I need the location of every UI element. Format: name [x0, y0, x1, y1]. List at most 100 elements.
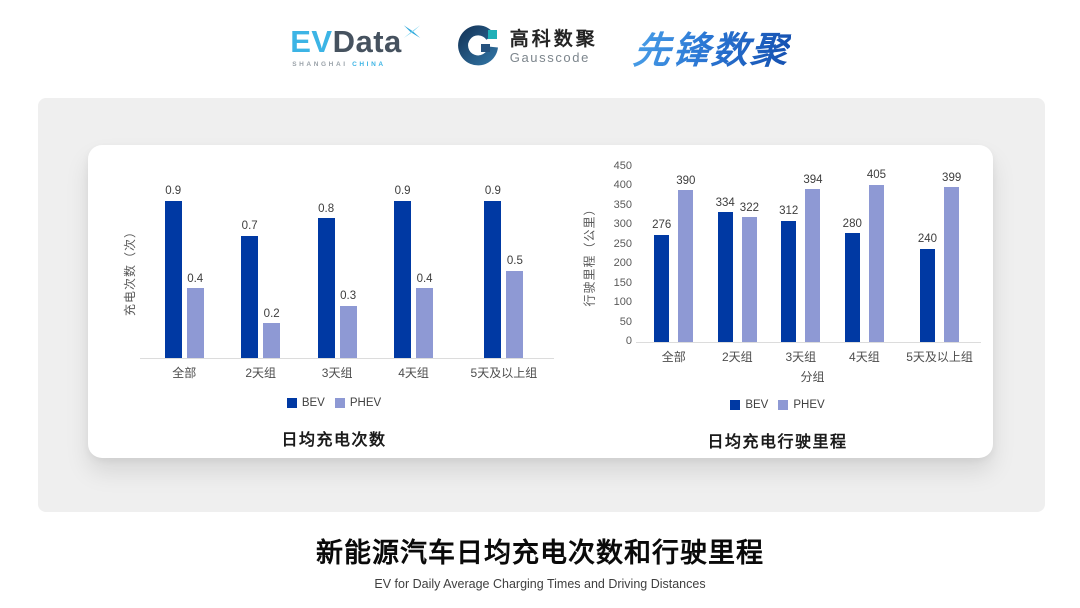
bar-bev: [317, 218, 335, 358]
bar-wrap: 405: [867, 169, 886, 342]
bar-group: 312 394 3天组: [779, 167, 822, 365]
bar-wrap: 276: [652, 219, 671, 342]
bar-bev: [164, 200, 182, 358]
y-tick: 0: [625, 335, 632, 347]
legend: BEV PHEV: [572, 399, 983, 411]
bar-phev: [868, 184, 884, 342]
bar-group: 0.9 0.4 全部: [164, 183, 204, 381]
chart-title: 日均充电行驶里程: [707, 434, 848, 451]
legend-label: BEV: [301, 397, 325, 409]
bar-wrap: 0.4: [186, 273, 204, 358]
bar-phev: [339, 305, 357, 358]
bar-wrap: 0.2: [263, 307, 281, 358]
y-axis-label-text: 行驶里程（公里）: [582, 202, 597, 307]
bar-wrap: 0.5: [506, 255, 524, 358]
category-label: 全部: [172, 366, 197, 380]
legend-item-bev: BEV: [286, 397, 325, 409]
y-axis-label-text: 充电次数（次）: [122, 224, 137, 317]
bar-pair: 0.9 0.4: [164, 183, 204, 358]
y-tick: 350: [613, 198, 632, 211]
chart-daily-charging-times: 充电次数（次） 0.9 0.4 全部 0.7 0.2 2天组 0.8 0.3 3天组 0.9 0.4 4…: [88, 145, 560, 458]
bar-value-label: 322: [739, 201, 759, 214]
bar-wrap: 334: [716, 197, 735, 342]
bar-value-label: 334: [715, 196, 735, 209]
bar-value-label: 0.5: [506, 255, 523, 268]
x-axis-baseline: [140, 358, 554, 359]
evdata-wordmark: EV Data: [290, 24, 421, 59]
chart-body: 行驶里程（公里） 0 50 100 150 200 250 300 350 400 450 276 39…: [572, 161, 983, 365]
evdata-logo: EV Data SHANGHAI CHINA: [290, 24, 421, 68]
category-label: 4天组: [398, 366, 429, 380]
bar-pair: 0.8 0.3: [317, 183, 357, 358]
bar-wrap: 0.3: [339, 290, 357, 358]
x-axis-label: 分组: [800, 370, 825, 384]
bar-bev: [781, 220, 797, 342]
evdata-ev-text: EV: [290, 24, 333, 59]
bar-pair: 0.9 0.5: [484, 183, 524, 358]
bar-group: 280 405 4天组: [843, 167, 886, 365]
four-point-star-icon: [403, 25, 421, 38]
bar-value-label: 394: [803, 173, 823, 186]
bar-bev: [484, 200, 502, 358]
y-tick: 100: [613, 296, 632, 309]
bar-group: 0.9 0.5 5天及以上组: [471, 183, 538, 381]
bar-wrap: 0.9: [164, 185, 182, 358]
category-label: 5天及以上组: [906, 350, 973, 364]
evdata-sub-china: CHINA: [352, 61, 386, 68]
y-axis-label: 充电次数（次）: [112, 183, 146, 358]
chart-card: 充电次数（次） 0.9 0.4 全部 0.7 0.2 2天组 0.8 0.3 3天组 0.9 0.4 4…: [88, 145, 993, 458]
chart-body: 充电次数（次） 0.9 0.4 全部 0.7 0.2 2天组 0.8 0.3 3天组 0.9 0.4 4…: [112, 183, 556, 381]
legend-item-phev: PHEV: [778, 399, 825, 411]
y-tick: 450: [613, 160, 632, 172]
legend: BEV PHEV: [112, 397, 556, 409]
bar-wrap: 312: [779, 205, 798, 342]
gausscode-g-icon: [457, 25, 498, 66]
legend-item-phev: PHEV: [334, 397, 381, 409]
category-label: 3天组: [321, 366, 353, 380]
y-tick: 200: [613, 257, 632, 270]
bar-group: 334 322 2天组: [716, 167, 759, 365]
bar-bev: [919, 248, 935, 342]
bar-pair: 0.9 0.4: [394, 183, 434, 358]
bar-value-label: 276: [652, 219, 672, 232]
bar-wrap: 0.9: [484, 185, 502, 358]
bar-phev: [678, 190, 694, 342]
bar-group: 0.8 0.3 3天组: [317, 183, 357, 381]
chart-panel: 充电次数（次） 0.9 0.4 全部 0.7 0.2 2天组 0.8 0.3 3天组 0.9 0.4 4…: [38, 98, 1045, 512]
bar-value-label: 0.7: [241, 220, 258, 233]
bar-value-label: 405: [866, 169, 887, 182]
bar-value-label: 0.2: [263, 307, 280, 320]
bar-value-label: 399: [942, 171, 962, 184]
category-label: 2天组: [721, 350, 753, 364]
bar-wrap: 322: [740, 202, 759, 342]
y-tick: 150: [613, 276, 632, 289]
bar-pair: 276 390: [652, 167, 695, 342]
bar-wrap: 0.4: [416, 272, 434, 358]
category-label: 3天组: [785, 350, 817, 364]
bar-value-label: 280: [842, 217, 862, 230]
bar-group: 0.9 0.4 4天组: [394, 183, 434, 381]
bar-value-label: 0.9: [165, 185, 182, 198]
plot-area: 276 390 全部 334 322 2天组 312 394 3天组 280 405 4天组 240 39…: [636, 167, 983, 365]
main-title: 新能源汽车日均充电次数和行驶里程: [316, 538, 764, 568]
bar-bev: [241, 235, 259, 358]
bar-value-label: 390: [676, 175, 696, 188]
bar-phev: [805, 188, 821, 342]
y-tick: 250: [613, 237, 632, 250]
logo-bar: EV Data SHANGHAI CHINA 高科数聚 Gausscode: [0, 20, 1080, 74]
gausscode-cn-text: 高科数聚: [509, 28, 598, 50]
y-tick: 300: [613, 218, 632, 231]
gausscode-en-text: Gausscode: [509, 50, 590, 66]
gausscode-logo: 高科数聚 Gausscode: [457, 25, 598, 69]
bar-pair: 312 394: [779, 167, 823, 342]
bar-bev: [844, 233, 860, 342]
bar-bev: [394, 200, 412, 358]
bar-wrap: 399: [942, 172, 961, 342]
bar-phev: [741, 216, 757, 342]
legend-swatch: [778, 400, 789, 410]
bar-phev: [186, 288, 204, 358]
bar-value-label: 0.4: [416, 272, 433, 285]
legend-label: PHEV: [793, 399, 825, 411]
y-axis-label: 行驶里程（公里）: [572, 167, 606, 342]
bar-wrap: 0.7: [241, 220, 259, 358]
